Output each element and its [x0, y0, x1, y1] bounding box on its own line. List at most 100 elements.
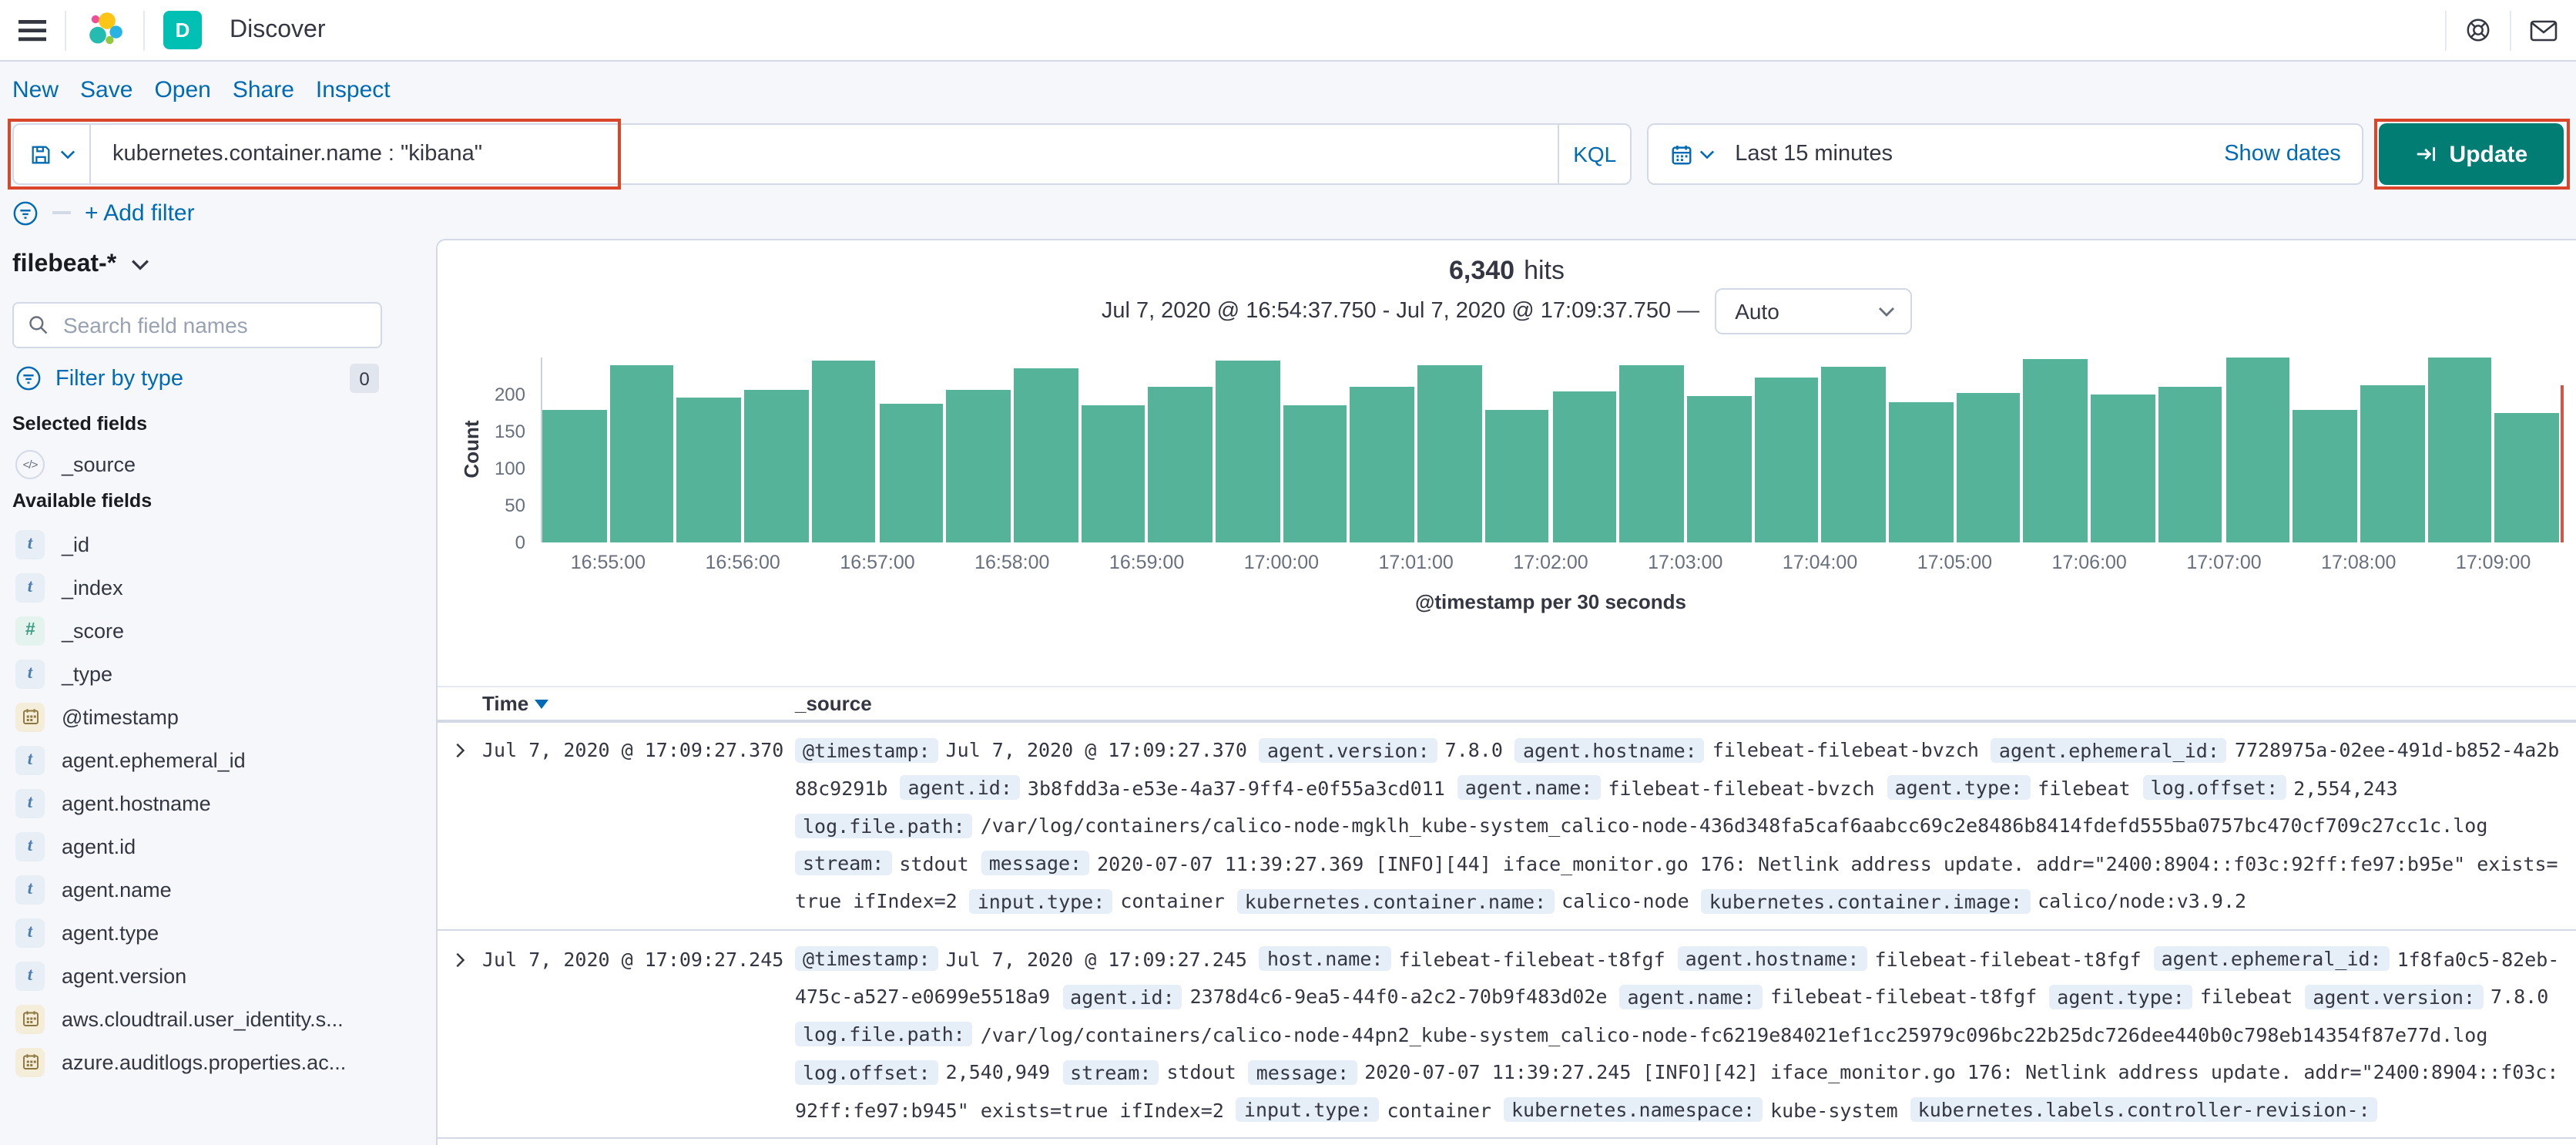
histogram-bar[interactable]: [1148, 387, 1213, 542]
nav-save[interactable]: Save: [80, 77, 133, 103]
field-item-@timestamp[interactable]: @timestamp: [12, 695, 436, 738]
field-name: agent.version: [62, 964, 187, 987]
histogram-bar[interactable]: [2360, 385, 2425, 542]
query-bar: KQL: [12, 123, 1632, 185]
histogram-bar[interactable]: [1013, 368, 1078, 542]
update-button[interactable]: Update: [2379, 123, 2564, 185]
query-language-button[interactable]: KQL: [1558, 125, 1630, 183]
x-tick-label: 17:06:00: [2051, 552, 2127, 573]
date-field-type-icon: [15, 1047, 45, 1076]
saved-query-menu-button[interactable]: [14, 125, 91, 183]
query-input[interactable]: [91, 142, 1558, 166]
source-field-value: stdout: [1166, 1060, 1236, 1083]
field-item-_type[interactable]: t _type: [12, 652, 436, 695]
string-field-type-icon: t: [15, 659, 45, 688]
sort-desc-icon: [535, 699, 549, 708]
histogram-bar[interactable]: [811, 361, 876, 542]
string-field-type-icon: t: [15, 961, 45, 990]
field-item-_score[interactable]: # _score: [12, 609, 436, 652]
histogram-bar[interactable]: [1754, 378, 1819, 542]
field-item-agent.type[interactable]: t agent.type: [12, 911, 436, 954]
date-picker-calendar-button[interactable]: [1649, 141, 1735, 167]
help-icon[interactable]: [2465, 17, 2491, 43]
y-tick-label: 50: [505, 495, 525, 516]
histogram-bar[interactable]: [744, 389, 809, 542]
nav-open[interactable]: Open: [154, 77, 211, 103]
expand-row-button[interactable]: [438, 732, 482, 760]
search-icon: [29, 316, 48, 334]
source-field-value: 3b8fdd3a-e53e-4a37-9ff4-e0f55a3cd011: [1027, 776, 1445, 799]
field-name: agent.id: [62, 834, 136, 858]
histogram-bar[interactable]: [1552, 391, 1617, 542]
histogram-bar[interactable]: [609, 364, 674, 542]
field-item-agent.id[interactable]: t agent.id: [12, 824, 436, 868]
histogram-bar[interactable]: [2293, 409, 2357, 542]
histogram-bar[interactable]: [1889, 401, 1954, 542]
histogram-bar[interactable]: [1484, 409, 1549, 542]
histogram-bar[interactable]: [946, 389, 1011, 542]
histogram-bar[interactable]: [879, 403, 944, 542]
histogram-bar[interactable]: [1283, 405, 1347, 542]
time-column-header[interactable]: Time: [482, 692, 549, 715]
histogram-bar[interactable]: [2158, 387, 2222, 542]
histogram-bar[interactable]: [1216, 361, 1280, 542]
add-filter-button[interactable]: + Add filter: [85, 200, 195, 226]
source-column-header: _source: [795, 692, 872, 715]
histogram-bar[interactable]: [2494, 412, 2559, 542]
field-item-_index[interactable]: t _index: [12, 566, 436, 609]
x-tick-label: 17:05:00: [1917, 552, 1993, 573]
x-axis-ticks: 16:55:00 16:56:00 16:57:00 16:58:00 16:59:00…: [541, 552, 2561, 576]
y-tick-label: 100: [494, 458, 525, 479]
nav-share[interactable]: Share: [232, 77, 294, 103]
field-item-aws.cloudtrail.user_identity.s...[interactable]: aws.cloudtrail.user_identity.s...: [12, 997, 436, 1040]
field-item-_source[interactable]: </> _source: [12, 442, 436, 485]
field-item-_id[interactable]: t _id: [12, 522, 436, 566]
string-field-type-icon: t: [15, 529, 45, 559]
expand-row-button[interactable]: [438, 941, 482, 969]
histogram-bar[interactable]: [2091, 395, 2155, 542]
source-field-value: 2,554,243: [2293, 776, 2398, 799]
histogram-bar[interactable]: [2225, 358, 2290, 542]
histogram-bar[interactable]: [1821, 366, 1886, 542]
show-dates-link[interactable]: Show dates: [2224, 142, 2341, 166]
source-field-badge: kubernetes.container.image:: [1701, 888, 2031, 913]
histogram-bar[interactable]: [1081, 405, 1145, 542]
field-search-input[interactable]: [60, 311, 367, 339]
histogram-bar[interactable]: [542, 409, 607, 542]
elastic-logo[interactable]: [85, 10, 125, 50]
source-field-value: calico-node: [1561, 889, 1689, 912]
filter-icon[interactable]: [12, 200, 39, 226]
field-item-agent.hostname[interactable]: t agent.hostname: [12, 781, 436, 824]
string-field-type-icon: t: [15, 745, 45, 774]
source-field-value: stdout: [899, 851, 969, 875]
index-pattern-selector[interactable]: filebeat-*: [12, 251, 149, 279]
x-tick-label: 17:01:00: [1378, 552, 1454, 573]
histogram-bar[interactable]: [676, 398, 742, 542]
time-range-label[interactable]: Last 15 minutes: [1735, 142, 1893, 166]
histogram-bar[interactable]: [1350, 387, 1415, 542]
current-time-marker: [2561, 385, 2564, 542]
histogram-bar[interactable]: [1417, 364, 1482, 542]
histogram-bar[interactable]: [2023, 359, 2088, 542]
nav-new[interactable]: New: [12, 77, 59, 103]
field-item-azure.auditlogs.properties.ac...[interactable]: azure.auditlogs.properties.ac...: [12, 1040, 436, 1083]
field-item-agent.name[interactable]: t agent.name: [12, 868, 436, 911]
filter-icon: [16, 366, 41, 391]
divider: [2445, 10, 2447, 50]
update-button-label: Update: [2449, 141, 2528, 167]
source-field-badge: agent.ephemeral_id:: [1991, 737, 2227, 762]
histogram-bar[interactable]: [2427, 358, 2492, 542]
field-item-agent.version[interactable]: t agent.version: [12, 954, 436, 997]
newsfeed-mail-icon[interactable]: [2530, 19, 2558, 41]
nav-inspect[interactable]: Inspect: [315, 77, 391, 103]
interval-select[interactable]: Auto: [1715, 288, 1913, 334]
filter-by-type-button[interactable]: Filter by type: [15, 365, 183, 391]
histogram-bar[interactable]: [1956, 392, 2021, 542]
histogram-bar[interactable]: [1619, 364, 1684, 542]
field-item-agent.ephemeral_id[interactable]: t agent.ephemeral_id: [12, 738, 436, 781]
histogram-bar[interactable]: [1686, 396, 1752, 542]
source-field-badge: stream:: [1062, 1059, 1159, 1084]
string-field-type-icon: t: [15, 831, 45, 861]
menu-icon[interactable]: [18, 19, 46, 41]
source-field-badge: kubernetes.labels.controller-revision-:: [1910, 1097, 2378, 1122]
